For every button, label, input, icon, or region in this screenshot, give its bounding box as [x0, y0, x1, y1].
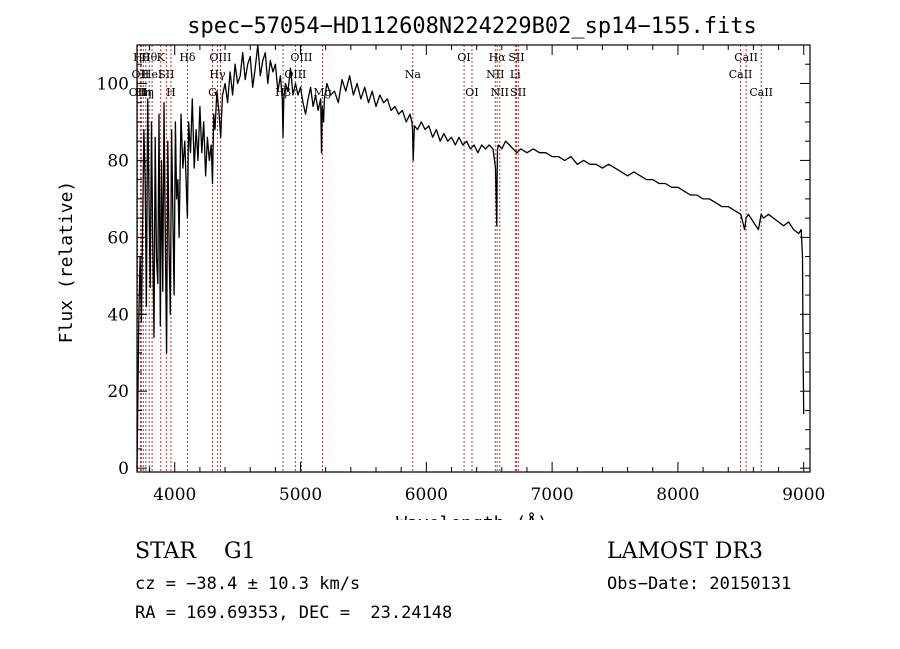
line-label-13: OIII: [209, 51, 231, 64]
survey-name: LAMOST DR3: [607, 539, 763, 564]
line-label-15: OIII: [284, 68, 306, 81]
line-label-4: Hη: [138, 86, 154, 99]
line-label-26: SII: [510, 86, 526, 99]
line-label-21: NII: [486, 68, 504, 81]
line-label-18: Na: [405, 68, 422, 81]
line-label-12: Hγ: [209, 68, 226, 81]
x-tick-label-5: 9000: [782, 485, 825, 505]
line-label-29: CaII: [749, 86, 773, 99]
line-label-24: Li: [510, 68, 521, 81]
x-tick-label-3: 7000: [530, 485, 573, 505]
line-label-20: OI: [465, 86, 478, 99]
spectral-line-labels: OIIOIIHθHηHηHθHeIKSIIHHδGHγOIIIHβOIIIOII…: [129, 51, 773, 99]
y-axis-ticks: 0 20 40 60 80 100: [97, 63, 810, 479]
spectrum-line: [136, 44, 805, 469]
spectrum-chart: spec−57054−HD112608N224229B02_sp14−155.f…: [56, 14, 825, 520]
line-label-7: K: [157, 51, 166, 64]
line-label-19: OI: [457, 51, 470, 64]
plot-frame: [136, 44, 811, 473]
line-label-10: Hδ: [179, 51, 196, 64]
line-label-22: Hα: [489, 51, 507, 64]
line-label-17: Mg: [313, 86, 331, 99]
line-label-3: Hη: [135, 86, 151, 99]
line-label-25: SII: [508, 51, 524, 64]
line-label-5: Hθ: [141, 51, 158, 64]
y-tick-label-0: 0: [118, 459, 129, 479]
y-tick-label-3: 60: [107, 228, 129, 248]
observation-date: Obs−Date: 20150131: [607, 574, 792, 594]
y-tick-label-2: 40: [107, 305, 129, 325]
line-label-16: OIII: [290, 51, 312, 64]
coordinates: RA = 169.69353, DEC = 23.24148: [135, 603, 453, 623]
y-tick-label-5: 100: [97, 74, 129, 94]
x-axis-label: Wavelength (Å): [396, 512, 548, 520]
line-label-23: NII: [491, 86, 509, 99]
object-class: STAR G1: [135, 539, 256, 564]
y-tick-label-4: 80: [107, 151, 129, 171]
x-axis-ticks: 4000 5000 6000 7000 8000 9000: [149, 45, 825, 505]
redshift-velocity: cz = −38.4 ± 10.3 km/s: [135, 574, 361, 594]
x-tick-label-1: 5000: [279, 485, 322, 505]
line-label-8: SII: [158, 68, 174, 81]
x-tick-label-0: 4000: [153, 485, 196, 505]
spectral-line-markers: [137, 45, 762, 472]
line-label-27: CaII: [729, 68, 753, 81]
line-label-6: HeI: [142, 68, 162, 81]
line-label-0: OII: [129, 86, 147, 99]
line-label-1: OII: [132, 68, 150, 81]
line-label-11: G: [208, 86, 217, 99]
line-label-9: H: [166, 86, 176, 99]
x-tick-label-2: 6000: [405, 485, 448, 505]
y-axis-label: Flux (relative): [56, 181, 77, 344]
x-tick-label-4: 8000: [656, 485, 699, 505]
line-label-28: CaII: [734, 51, 758, 64]
chart-title: spec−57054−HD112608N224229B02_sp14−155.f…: [187, 14, 757, 39]
y-tick-label-1: 20: [107, 382, 129, 402]
